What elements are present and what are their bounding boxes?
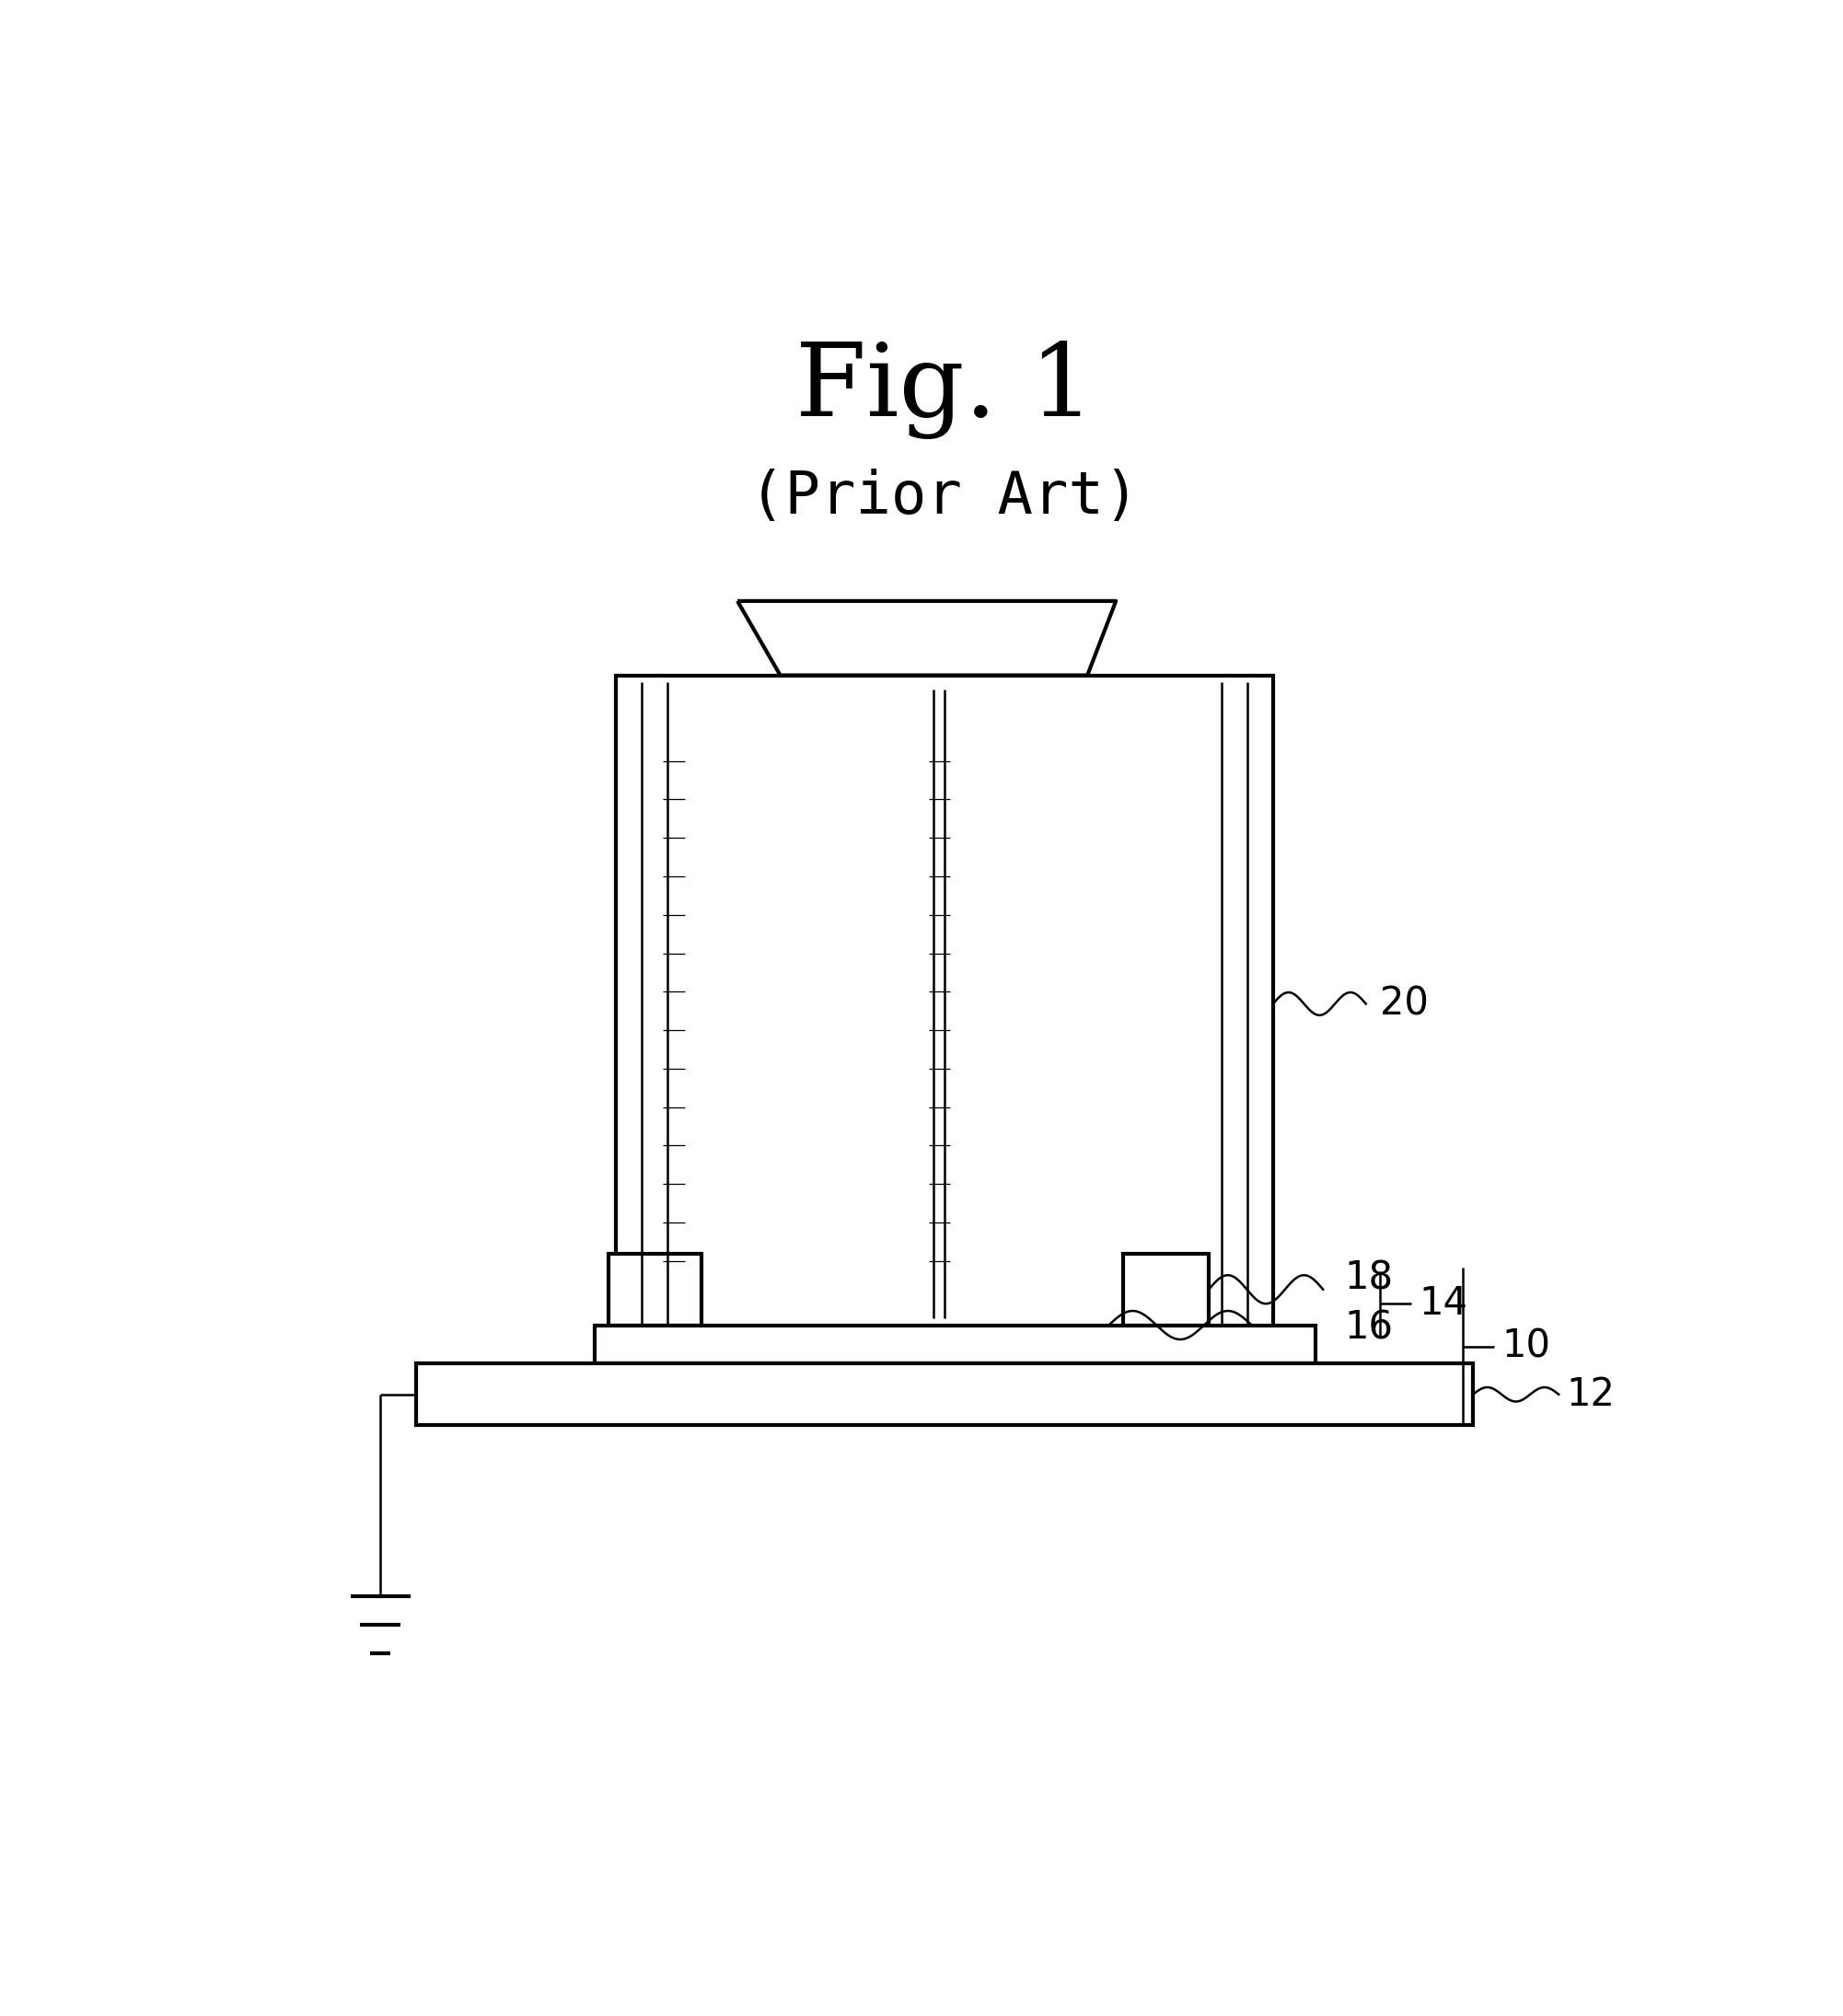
Text: 10: 10 — [1502, 1327, 1550, 1367]
Bar — [417, 1363, 1473, 1425]
Text: 12: 12 — [1567, 1375, 1614, 1413]
Text: 20: 20 — [1380, 984, 1428, 1024]
Text: Fig. 1: Fig. 1 — [794, 341, 1095, 439]
Bar — [608, 1254, 702, 1325]
Text: (Prior Art): (Prior Art) — [750, 468, 1139, 526]
Bar — [616, 675, 1274, 1333]
Text: 14: 14 — [1419, 1284, 1467, 1322]
Bar — [595, 1325, 1316, 1363]
Text: 18: 18 — [1345, 1258, 1393, 1298]
Text: 16: 16 — [1345, 1308, 1393, 1347]
Bar — [1122, 1254, 1209, 1325]
